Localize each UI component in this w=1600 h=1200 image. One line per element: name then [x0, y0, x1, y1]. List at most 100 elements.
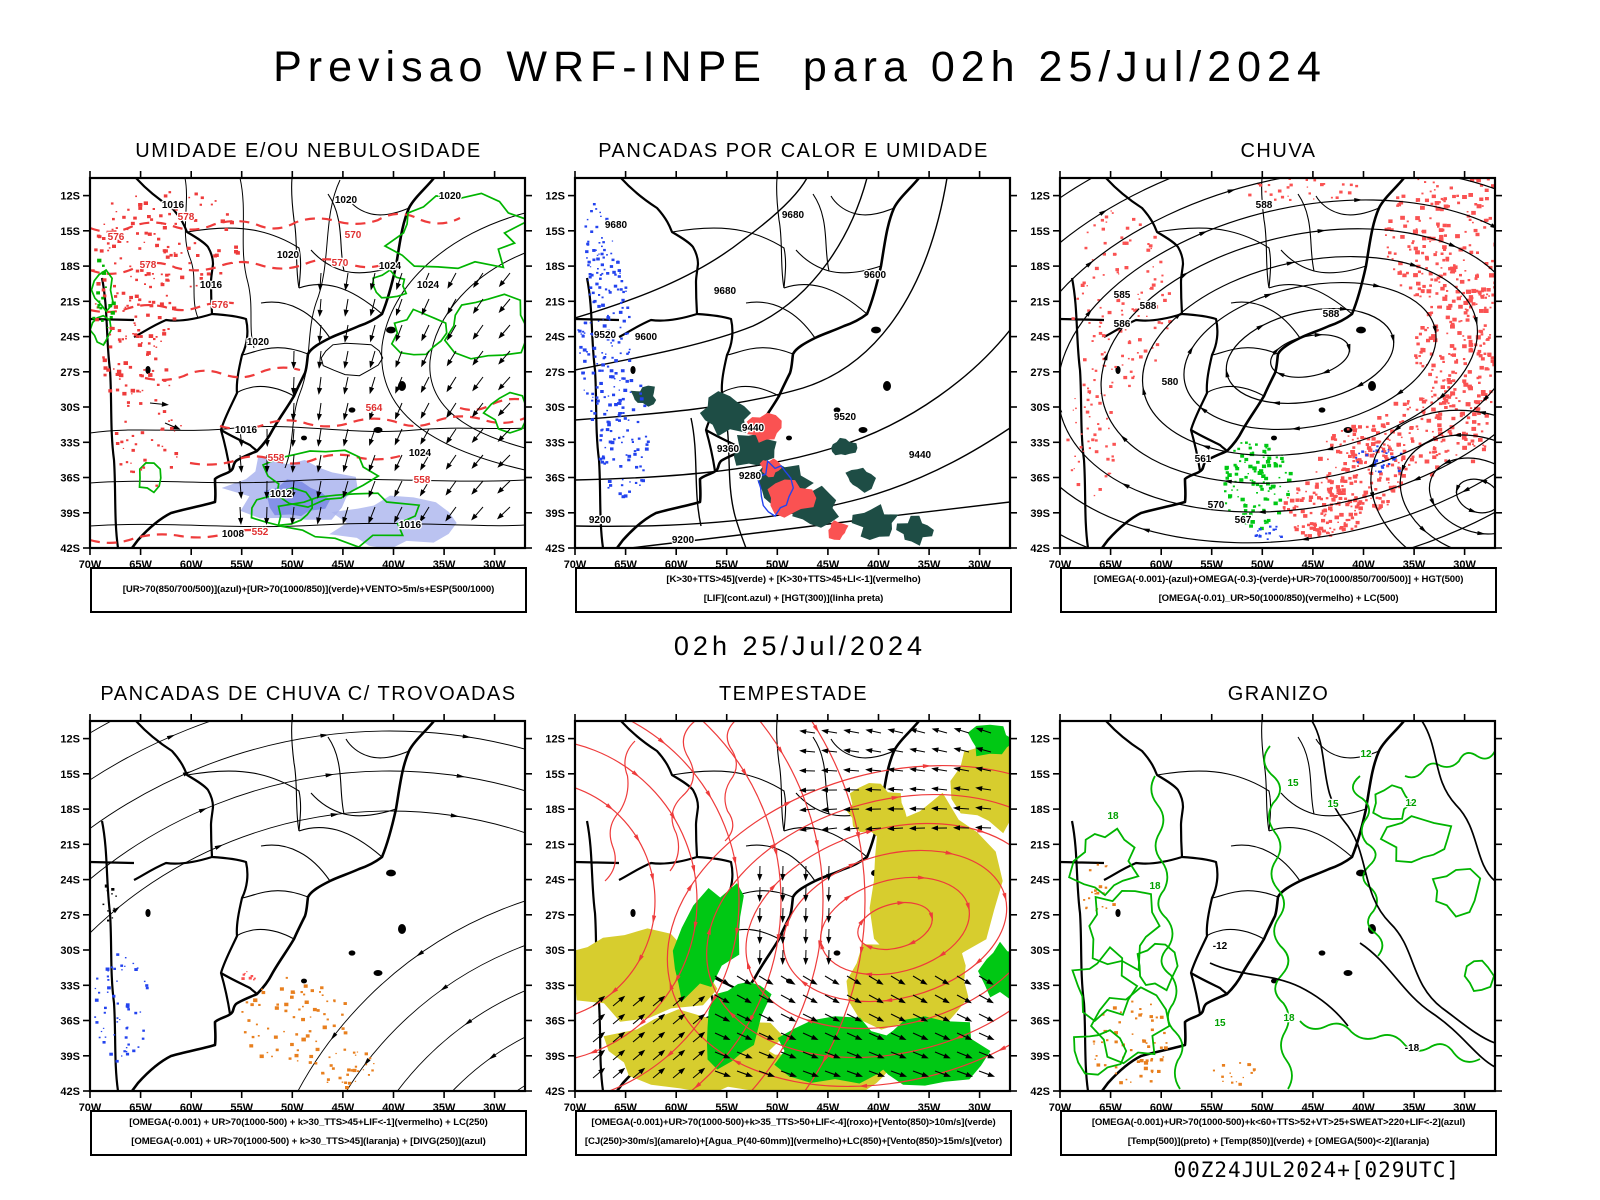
map-canvas-granizo: 12 15 15 18 12 18 18 15 -12 -18 12S 15S 18S 21S 24S 27S… — [1030, 714, 1502, 1114]
svg-text:588: 588 — [1140, 301, 1157, 312]
svg-text:15S: 15S — [1030, 769, 1050, 781]
svg-text:558: 558 — [268, 453, 285, 464]
panel-title-trovoadas: PANCADAS DE CHUVA C/ TROVOADAS — [100, 683, 517, 705]
panel-granizo: GRANIZO 12 15 15 18 12 18 18 15 -12 -18 12S 15S 18S 2… — [1026, 683, 1512, 1188]
svg-text:576: 576 — [108, 232, 125, 243]
svg-text:9360: 9360 — [717, 444, 740, 455]
caption-box-chuva: [OMEGA(-0.001)-(azul)+OMEGA(-0.3)-(verde… — [1060, 567, 1497, 613]
svg-text:33S: 33S — [1030, 437, 1050, 449]
svg-text:30S: 30S — [1030, 402, 1050, 414]
svg-text:15S: 15S — [545, 769, 565, 781]
svg-text:-12: -12 — [1213, 941, 1228, 952]
svg-text:1024: 1024 — [417, 280, 440, 291]
page-title: Previsao WRF-INPE para 02h 25/Jul/2024 — [273, 42, 1327, 91]
svg-text:1008: 1008 — [222, 529, 245, 540]
caption-line: [K>30+TTS>45](verde) + [K>30+TTS>45+LI<-… — [666, 574, 921, 586]
svg-text:18: 18 — [1149, 881, 1161, 892]
svg-text:12: 12 — [1360, 749, 1372, 760]
panel-title-pancadas-calor: PANCADAS POR CALOR E UMIDADE — [598, 140, 989, 162]
svg-text:33S: 33S — [60, 980, 80, 992]
svg-text:9280: 9280 — [739, 471, 762, 482]
svg-text:1016: 1016 — [200, 280, 223, 291]
svg-text:39S: 39S — [60, 508, 80, 520]
svg-text:21S: 21S — [1030, 296, 1050, 308]
svg-text:15S: 15S — [1030, 226, 1050, 238]
svg-text:9200: 9200 — [589, 515, 612, 526]
svg-text:27S: 27S — [1030, 367, 1050, 379]
svg-text:33S: 33S — [545, 980, 565, 992]
svg-text:567: 567 — [1235, 515, 1252, 526]
svg-text:9680: 9680 — [782, 210, 805, 221]
svg-text:18S: 18S — [545, 261, 565, 273]
svg-text:561: 561 — [1195, 454, 1212, 465]
svg-text:30S: 30S — [60, 402, 80, 414]
svg-text:1012: 1012 — [270, 489, 293, 500]
svg-text:36S: 36S — [1030, 1016, 1050, 1028]
svg-text:39S: 39S — [545, 508, 565, 520]
svg-text:1020: 1020 — [247, 337, 270, 348]
svg-text:580: 580 — [1162, 377, 1179, 388]
svg-text:588: 588 — [1256, 200, 1273, 211]
svg-text:33S: 33S — [545, 437, 565, 449]
svg-text:39S: 39S — [545, 1051, 565, 1063]
panel-tempestade: TEMPESTADE 12S 15S 18S 21S 24S 27S 30S 33S 36S 39… — [541, 683, 1027, 1188]
svg-text:24S: 24S — [1030, 875, 1050, 887]
svg-text:1024: 1024 — [409, 448, 432, 459]
svg-text:36S: 36S — [1030, 473, 1050, 485]
svg-text:27S: 27S — [545, 367, 565, 379]
panel-title-chuva: CHUVA — [1240, 140, 1317, 162]
svg-text:30S: 30S — [545, 945, 565, 957]
map-tempestade: 12S 15S 18S 21S 24S 27S 30S 33S 36S 39S 42S 70W 65W 6… — [541, 713, 1027, 1117]
svg-text:42S: 42S — [545, 543, 565, 555]
caption-line: [UR>70(850/700/500)](azul)+[UR>70(1000/8… — [122, 583, 495, 595]
svg-text:585: 585 — [1114, 290, 1131, 301]
run-info-footer: 00Z24JUL2024+[029UTC] — [1173, 1158, 1460, 1182]
svg-text:39S: 39S — [1030, 508, 1050, 520]
svg-text:39S: 39S — [1030, 1051, 1050, 1063]
panel-trovoadas: PANCADAS DE CHUVA C/ TROVOADAS 12S 15S 18S… — [56, 683, 542, 1188]
panel-pancadas-calor: PANCADAS POR CALOR E UMIDADE 9680 9680 968… — [541, 140, 1027, 645]
caption-box-umidade: [UR>70(850/700/500)](azul)+[UR>70(1000/8… — [90, 567, 527, 613]
svg-text:12: 12 — [1405, 798, 1417, 809]
map-canvas-chuva: 588 585 588 586 588 580 561 570 567 12S 15S 18S 21S 2… — [1030, 171, 1502, 571]
svg-text:1016: 1016 — [235, 425, 258, 436]
svg-text:12S: 12S — [545, 734, 565, 746]
svg-text:30S: 30S — [60, 945, 80, 957]
svg-text:30S: 30S — [1030, 945, 1050, 957]
caption-line: [OMEGA(-0.001) + UR>70(1000-500) + k>30_… — [131, 1136, 486, 1147]
svg-text:9600: 9600 — [635, 332, 658, 343]
panel-title-granizo: GRANIZO — [1227, 683, 1330, 705]
svg-text:9200: 9200 — [672, 535, 695, 546]
svg-text:576: 576 — [212, 300, 229, 311]
svg-text:1020: 1020 — [439, 191, 462, 202]
svg-text:42S: 42S — [60, 543, 80, 555]
svg-text:36S: 36S — [545, 1016, 565, 1028]
map-umidade: 576 578 570 578 570 576 564 558 558 552 1016 1020 10… — [56, 170, 542, 574]
svg-text:1024: 1024 — [379, 261, 402, 272]
svg-text:15: 15 — [1287, 778, 1299, 789]
svg-text:15S: 15S — [545, 226, 565, 238]
caption-line: [OMEGA(-0.01)_UR>50(1000/850)(vermelho) … — [1158, 593, 1399, 604]
svg-text:9440: 9440 — [742, 423, 765, 434]
svg-text:12S: 12S — [1030, 191, 1050, 203]
svg-text:36S: 36S — [60, 1016, 80, 1028]
svg-text:18S: 18S — [1030, 804, 1050, 816]
svg-text:12S: 12S — [545, 191, 565, 203]
svg-text:552: 552 — [252, 527, 269, 538]
svg-text:1016: 1016 — [399, 520, 422, 531]
svg-text:42S: 42S — [545, 1086, 565, 1098]
svg-text:30S: 30S — [545, 402, 565, 414]
panel-umidade: UMIDADE E/OU NEBULOSIDADE 576 578 570 578 57… — [56, 140, 542, 645]
caption-box-pancadas-calor: [K>30+TTS>45](verde) + [K>30+TTS>45+LI<-… — [575, 567, 1012, 613]
svg-text:578: 578 — [178, 212, 195, 223]
panel-title-umidade: UMIDADE E/OU NEBULOSIDADE — [135, 140, 482, 162]
svg-text:24S: 24S — [60, 875, 80, 887]
svg-text:558: 558 — [414, 475, 431, 486]
svg-text:42S: 42S — [1030, 543, 1050, 555]
svg-text:588: 588 — [1323, 309, 1340, 320]
svg-text:39S: 39S — [60, 1051, 80, 1063]
caption-box-tempestade: [OMEGA(-0.001)+UR>70(1000-500)+k>35_TTS>… — [575, 1110, 1012, 1156]
svg-text:15S: 15S — [60, 226, 80, 238]
